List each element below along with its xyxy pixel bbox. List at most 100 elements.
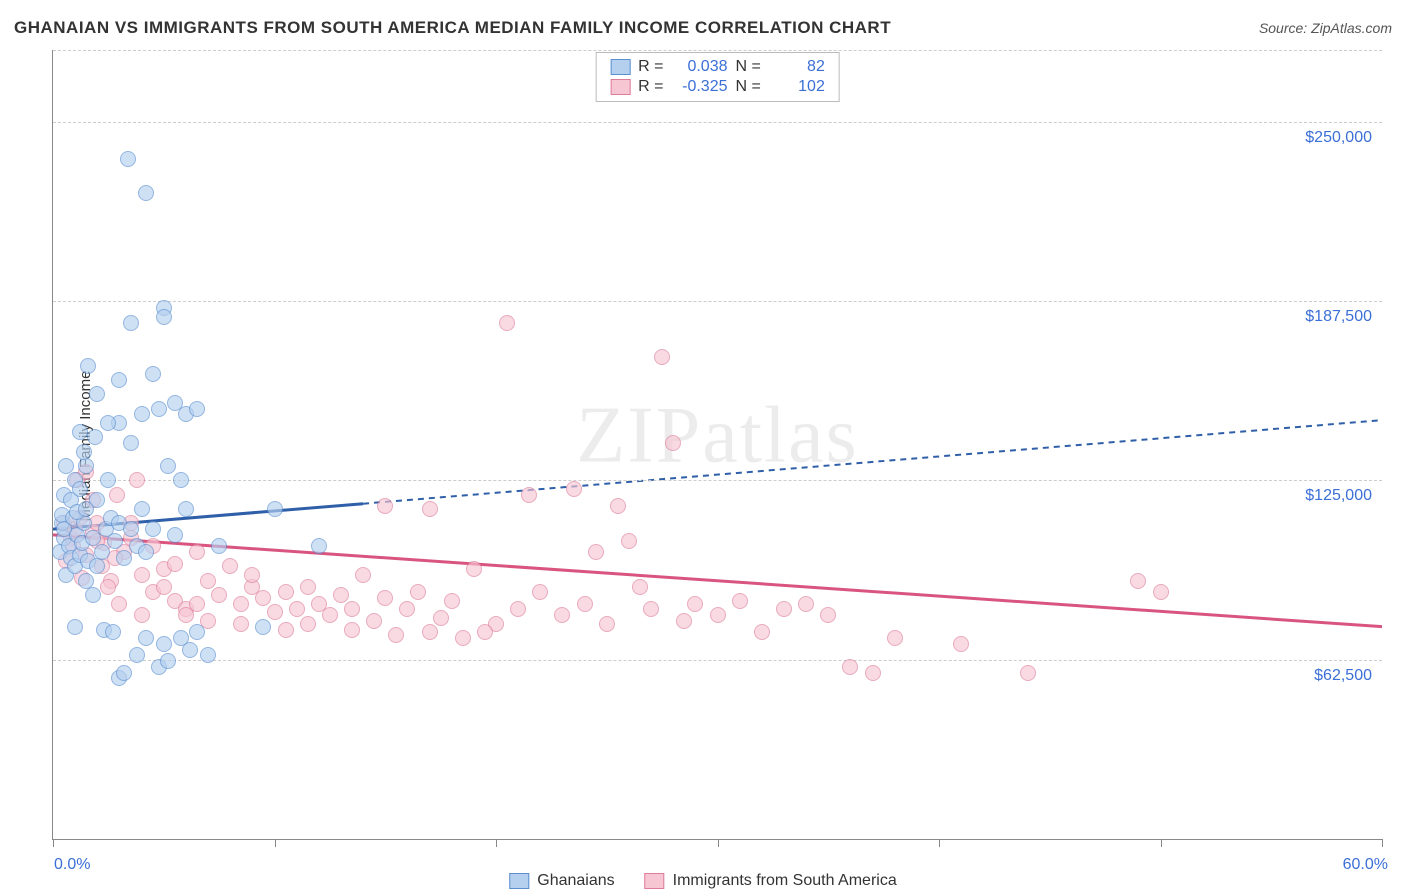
data-point-series-a — [116, 550, 132, 566]
data-point-series-a — [167, 527, 183, 543]
data-point-series-b — [1153, 584, 1169, 600]
data-point-series-b — [1130, 573, 1146, 589]
y-tick-label: $125,000 — [1305, 487, 1372, 505]
stats-legend-box: R = 0.038 N = 82 R = -0.325 N = 102 — [595, 52, 840, 102]
x-tick — [718, 839, 719, 847]
data-point-series-b — [189, 544, 205, 560]
data-point-series-b — [577, 596, 593, 612]
data-point-series-a — [87, 429, 103, 445]
data-point-series-b — [865, 665, 881, 681]
data-point-series-a — [156, 309, 172, 325]
data-point-series-a — [89, 386, 105, 402]
data-point-series-b — [621, 533, 637, 549]
data-point-series-b — [344, 601, 360, 617]
data-point-series-a — [156, 636, 172, 652]
data-point-series-a — [105, 624, 121, 640]
data-point-series-b — [388, 627, 404, 643]
data-point-series-a — [151, 401, 167, 417]
bottom-legend: Ghanaians Immigrants from South America — [509, 872, 896, 890]
data-point-series-a — [138, 630, 154, 646]
data-point-series-b — [278, 584, 294, 600]
data-point-series-b — [344, 622, 360, 638]
legend-label-a: Ghanaians — [537, 872, 614, 890]
watermark-text: ZIPatlas — [576, 390, 859, 481]
data-point-series-b — [687, 596, 703, 612]
data-point-series-b — [499, 315, 515, 331]
source-prefix: Source: — [1259, 20, 1311, 36]
data-point-series-a — [129, 647, 145, 663]
data-point-series-b — [100, 579, 116, 595]
source-attribution: Source: ZipAtlas.com — [1259, 20, 1392, 36]
data-point-series-b — [377, 498, 393, 514]
data-point-series-b — [798, 596, 814, 612]
n-value-b: 102 — [769, 78, 825, 96]
data-point-series-a — [120, 151, 136, 167]
data-point-series-b — [732, 593, 748, 609]
data-point-series-a — [145, 521, 161, 537]
data-point-series-b — [366, 613, 382, 629]
y-tick-label: $250,000 — [1305, 129, 1372, 147]
data-point-series-b — [953, 636, 969, 652]
x-tick — [1161, 839, 1162, 847]
data-point-series-b — [1020, 665, 1036, 681]
swatch-series-a — [610, 59, 630, 75]
x-tick — [496, 839, 497, 847]
gridline-h — [53, 50, 1382, 51]
data-point-series-a — [123, 315, 139, 331]
data-point-series-b — [654, 349, 670, 365]
regression-lines-layer — [53, 50, 1382, 839]
data-point-series-b — [820, 607, 836, 623]
data-point-series-a — [80, 358, 96, 374]
data-point-series-b — [444, 593, 460, 609]
data-point-series-b — [211, 587, 227, 603]
data-point-series-b — [300, 616, 316, 632]
data-point-series-a — [178, 501, 194, 517]
page-title: GHANAIAN VS IMMIGRANTS FROM SOUTH AMERIC… — [14, 18, 891, 38]
data-point-series-b — [455, 630, 471, 646]
data-point-series-b — [233, 596, 249, 612]
data-point-series-a — [123, 521, 139, 537]
data-point-series-b — [167, 556, 183, 572]
data-point-series-a — [89, 558, 105, 574]
gridline-h — [53, 660, 1382, 661]
data-point-series-b — [134, 567, 150, 583]
x-tick — [53, 839, 54, 847]
data-point-series-b — [267, 604, 283, 620]
data-point-series-b — [109, 487, 125, 503]
data-point-series-b — [111, 596, 127, 612]
swatch-series-b — [610, 79, 630, 95]
data-point-series-b — [156, 579, 172, 595]
data-point-series-a — [167, 395, 183, 411]
data-point-series-b — [322, 607, 338, 623]
x-axis-max-label: 60.0% — [1343, 856, 1388, 874]
data-point-series-b — [399, 601, 415, 617]
stats-row-series-a: R = 0.038 N = 82 — [596, 57, 839, 77]
legend-item-b: Immigrants from South America — [645, 872, 897, 890]
data-point-series-b — [643, 601, 659, 617]
data-point-series-a — [67, 619, 83, 635]
n-label-b: N = — [736, 78, 761, 96]
data-point-series-a — [189, 624, 205, 640]
y-tick-label: $62,500 — [1314, 667, 1372, 685]
data-point-series-b — [134, 607, 150, 623]
data-point-series-b — [588, 544, 604, 560]
gridline-h — [53, 301, 1382, 302]
data-point-series-a — [100, 472, 116, 488]
data-point-series-a — [189, 401, 205, 417]
legend-item-a: Ghanaians — [509, 872, 614, 890]
data-point-series-a — [85, 587, 101, 603]
r-label-b: R = — [638, 78, 663, 96]
regression-line-series-a-extrapolated — [363, 420, 1382, 504]
x-axis-min-label: 0.0% — [54, 856, 90, 874]
data-point-series-a — [123, 435, 139, 451]
data-point-series-a — [200, 647, 216, 663]
data-point-series-b — [410, 584, 426, 600]
gridline-h — [53, 480, 1382, 481]
data-point-series-b — [422, 624, 438, 640]
data-point-series-b — [676, 613, 692, 629]
data-point-series-a — [267, 501, 283, 517]
data-point-series-b — [632, 579, 648, 595]
stats-row-series-b: R = -0.325 N = 102 — [596, 77, 839, 97]
data-point-series-b — [754, 624, 770, 640]
x-tick — [939, 839, 940, 847]
